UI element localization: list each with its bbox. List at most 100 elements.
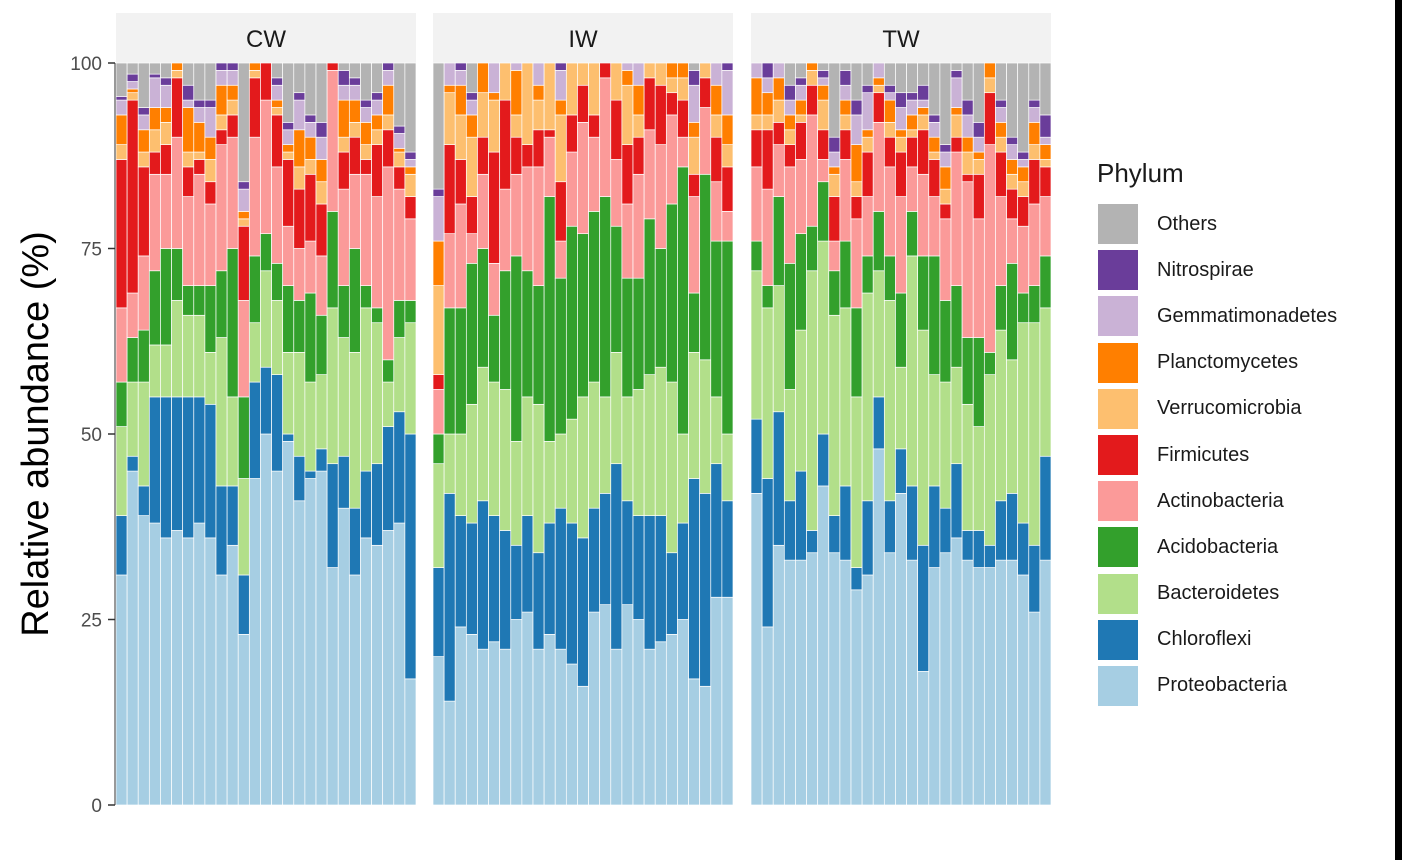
- bar-segment-actinobacteria: [772, 144, 785, 197]
- window-edge: [1395, 0, 1402, 860]
- bar-segment-nitrospirae: [393, 125, 406, 134]
- bar-segment-acidobacteria: [750, 240, 763, 272]
- bar-segment-nitrospirae: [972, 122, 985, 138]
- bar-segment-verrucomicrobia: [972, 159, 985, 175]
- bar-segment-nitrospirae: [939, 144, 952, 153]
- bar-segment-proteobacteria: [972, 567, 985, 806]
- bar-segment-verrucomicrobia: [315, 181, 328, 205]
- bar-segment-others: [465, 62, 478, 94]
- bar-segment-gemmatimonadetes: [795, 84, 807, 101]
- bar-segment-firmicutes: [783, 144, 796, 168]
- bar-segment-chloroflexi: [795, 470, 807, 561]
- bar-segment-acidobacteria: [115, 381, 128, 427]
- bar-segment-verrucomicrobia: [939, 188, 952, 205]
- bar-segment-verrucomicrobia: [271, 107, 284, 116]
- bar-segment-actinobacteria: [488, 262, 501, 316]
- bar-segment-others: [972, 62, 985, 123]
- bar-segment-others: [795, 62, 807, 79]
- bar-segment-nitrospirae: [432, 188, 445, 197]
- bar-segment-acidobacteria: [772, 196, 785, 286]
- bar-segment-acidobacteria: [839, 240, 852, 309]
- bar-segment-proteobacteria: [983, 567, 996, 806]
- bar-segment-firmicutes: [972, 173, 985, 220]
- bar-segment-actinobacteria: [795, 159, 807, 235]
- bar-segment-others: [360, 62, 372, 101]
- bar-segment-proteobacteria: [928, 567, 941, 806]
- bar-segment-verrucomicrobia: [532, 99, 545, 131]
- panel-strip: [116, 13, 416, 63]
- bar-segment-planctomycetes: [861, 129, 874, 138]
- bar-segment-proteobacteria: [761, 626, 774, 806]
- bar-segment-proteobacteria: [337, 507, 350, 806]
- bar-segment-chloroflexi: [1017, 522, 1030, 576]
- bar-segment-planctomycetes: [304, 136, 317, 160]
- bar-segment-chloroflexi: [610, 463, 623, 650]
- bar-segment-actinobacteria: [895, 196, 907, 294]
- bar-segment-nitrospirae: [1039, 114, 1052, 138]
- bar-segment-gemmatimonadetes: [939, 151, 952, 168]
- bar-segment-chloroflexi: [917, 544, 930, 672]
- bar-segment-verrucomicrobia: [554, 114, 567, 183]
- bar-segment-bacteroidetes: [215, 337, 228, 487]
- bar-segment-firmicutes: [554, 181, 567, 242]
- bar-segment-nitrospirae: [961, 99, 974, 116]
- bar-segment-verrucomicrobia: [895, 136, 907, 153]
- bar-segment-verrucomicrobia: [950, 114, 963, 138]
- bar-segment-acidobacteria: [1028, 285, 1041, 324]
- bar-segment-planctomycetes: [148, 107, 161, 131]
- bar-segment-acidobacteria: [761, 285, 774, 309]
- bar-segment-planctomycetes: [182, 107, 195, 153]
- bar-segment-proteobacteria: [404, 678, 417, 806]
- bar-segment-planctomycetes: [721, 114, 734, 145]
- bar-segment-others: [348, 62, 361, 79]
- bar-segment-others: [182, 62, 195, 86]
- bar-segment-acidobacteria: [543, 196, 556, 442]
- bar-segment-bacteroidetes: [872, 270, 885, 398]
- bar-segment-firmicutes: [839, 129, 852, 160]
- bar-segment-others: [115, 62, 128, 97]
- bar-segment-proteobacteria: [588, 611, 601, 806]
- bar-segment-verrucomicrobia: [772, 99, 785, 123]
- bar-segment-verrucomicrobia: [906, 129, 919, 138]
- bar-segment-bacteroidetes: [488, 381, 501, 516]
- bar-segment-actinobacteria: [950, 151, 963, 286]
- bar-segment-gemmatimonadetes: [688, 84, 701, 123]
- bar-segment-planctomycetes: [226, 84, 239, 101]
- bar-segment-actinobacteria: [995, 196, 1007, 286]
- bar-segment-chloroflexi: [688, 478, 701, 680]
- bar-segment-verrucomicrobia: [371, 129, 384, 145]
- bar-segment-actinobacteria: [326, 70, 339, 212]
- bar-segment-firmicutes: [126, 99, 139, 294]
- bar-segment-gemmatimonadetes: [783, 99, 796, 116]
- bar-segment-others: [193, 62, 206, 101]
- bar-segment-acidobacteria: [193, 285, 206, 316]
- bar-segment-chloroflexi: [839, 485, 852, 561]
- bar-segment-acidobacteria: [248, 255, 261, 324]
- bar-segment-proteobacteria: [577, 685, 589, 806]
- bar-segment-acidobacteria: [326, 211, 339, 309]
- bar-segment-acidobacteria: [795, 233, 807, 331]
- bar-segment-bacteroidetes: [554, 433, 567, 509]
- bar-segment-actinobacteria: [271, 166, 284, 264]
- bar-segment-acidobacteria: [950, 285, 963, 368]
- bar-segment-actinobacteria: [577, 122, 589, 235]
- bar-segment-chloroflexi: [817, 433, 830, 487]
- bar-segment-proteobacteria: [721, 596, 734, 806]
- bar-segment-acidobacteria: [872, 211, 885, 272]
- bar-segment-firmicutes: [326, 62, 339, 71]
- bar-segment-actinobacteria: [521, 166, 534, 272]
- bar-segment-bacteroidetes: [750, 270, 763, 420]
- bar-segment-proteobacteria: [806, 552, 819, 806]
- bar-segment-others: [1039, 62, 1052, 116]
- bar-segment-verrucomicrobia: [588, 62, 601, 116]
- bar-segment-chloroflexi: [115, 515, 128, 576]
- bar-segment-bacteroidetes: [772, 285, 785, 413]
- bar-segment-acidobacteria: [677, 166, 689, 435]
- bar-segment-acidobacteria: [699, 173, 712, 361]
- bar-segment-others: [204, 62, 217, 101]
- bar-segment-bacteroidetes: [654, 366, 667, 516]
- bar-segment-gemmatimonadetes: [371, 99, 384, 116]
- bar-segment-chloroflexi: [326, 463, 339, 568]
- bar-segment-chloroflexi: [315, 448, 328, 472]
- bar-segment-bacteroidetes: [710, 396, 723, 465]
